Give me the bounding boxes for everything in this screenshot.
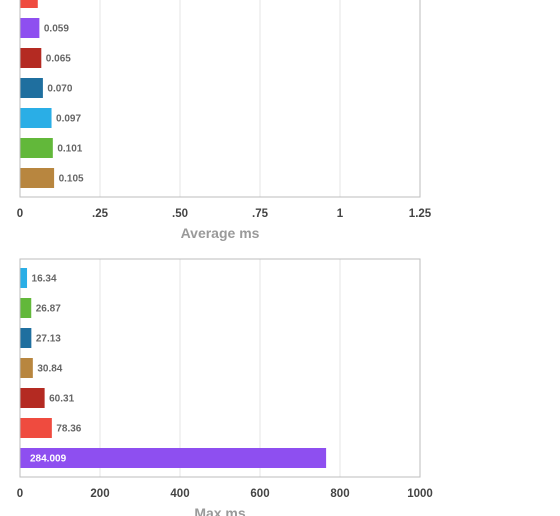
bar [20,48,42,68]
x-tick-label: 0 [17,488,23,500]
bar [20,108,52,128]
bar-value-label: 16.34 [32,274,57,285]
x-tick-label: .50 [172,208,188,220]
chart-1: 0.059 0.065 0.070 0.097 0.101 0.105 0 .25 .50 .75… [17,0,432,241]
x-tick-label: 0 [17,208,23,220]
bar-value-label: 78.36 [56,424,81,435]
x-tick-label: .75 [252,208,269,220]
x-tick-label: 1000 [407,488,433,500]
bar-value-label: 60.31 [49,394,74,405]
x-tick-label: 1.25 [409,208,432,220]
bar [20,448,327,468]
bar [20,298,32,318]
bar-value-label: 27.13 [36,334,61,345]
x-tick-label: .25 [92,208,109,220]
plot-frame [19,258,421,478]
bar [20,18,40,38]
bar [20,328,32,348]
bar [20,268,28,288]
x-tick-label: 800 [330,488,349,500]
x-tick-label: 600 [250,488,269,500]
x-tick-label: 1 [337,208,344,220]
bar-value-label: 30.84 [37,364,62,375]
x-tick-label: 400 [170,488,189,500]
x-tick-label: 200 [90,488,109,500]
bar [20,388,45,408]
bar-value-label: 26.87 [36,304,61,315]
bar [20,418,52,438]
bar-value-label: 0.065 [46,54,71,65]
bar [20,358,33,378]
bar-value-label: 0.101 [57,144,82,155]
bar [20,0,38,8]
bar-value-label: 0.070 [47,84,72,95]
bar-value-label: 0.097 [56,114,81,125]
bar-value-label: 0.105 [59,174,84,185]
bar [20,78,43,98]
plot-frame [19,0,421,198]
x-axis-title: Max ms [194,505,246,516]
chart-2: 16.34 26.87 27.13 30.84 60.31 78.36 284.009 0 20… [17,258,433,516]
bar [20,168,55,188]
x-axis-title: Average ms [181,225,260,241]
bar [20,138,53,158]
bar-value-label: 0.059 [44,24,69,35]
bar-value-label: 284.009 [30,454,67,465]
